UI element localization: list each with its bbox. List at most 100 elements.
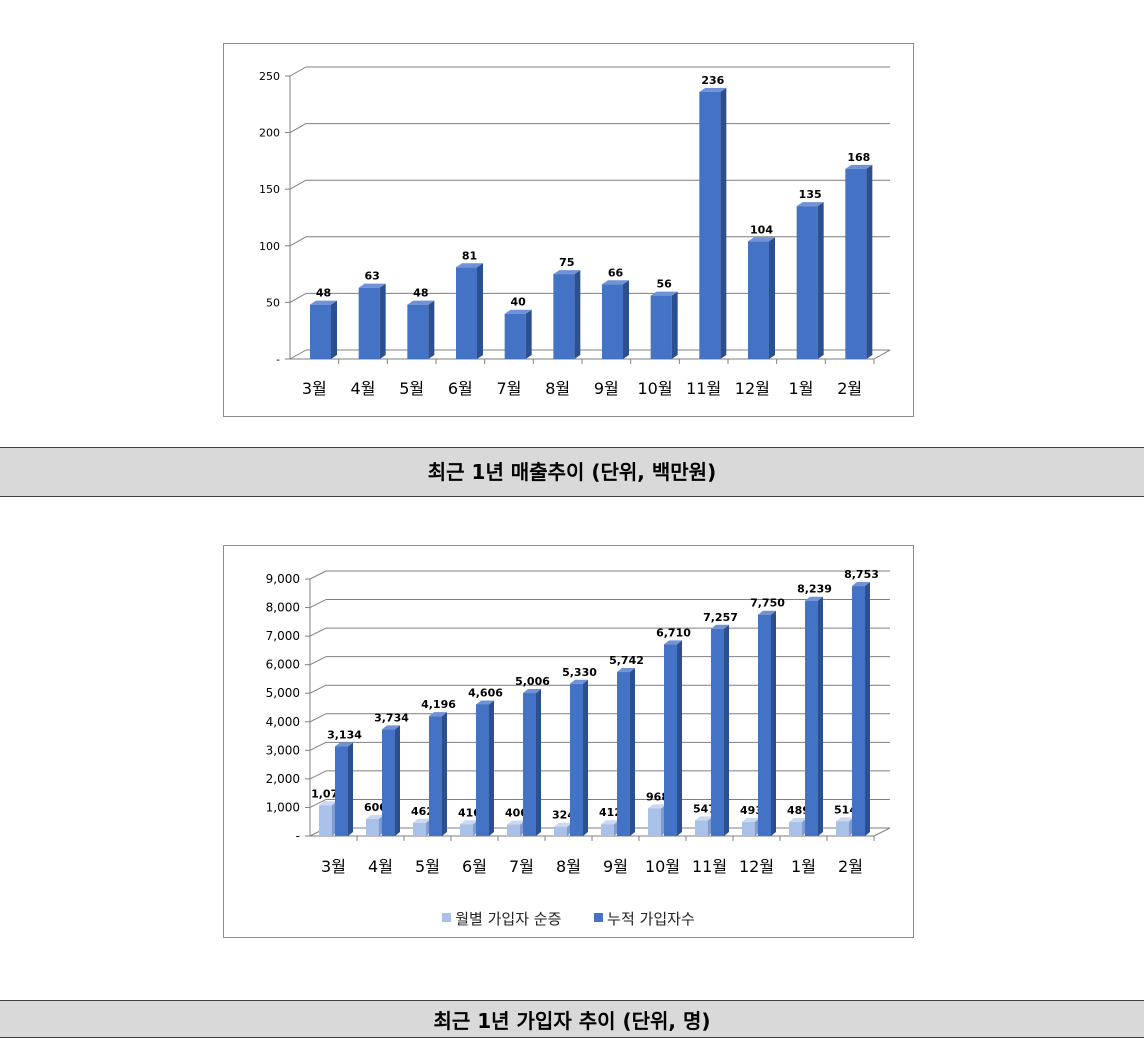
bar-top <box>335 742 353 747</box>
gridline-depth <box>289 349 307 360</box>
data-label: 462 <box>411 805 434 818</box>
bar-top <box>553 270 581 275</box>
x-tick-label: 5월 <box>415 857 440 876</box>
bar <box>742 821 755 836</box>
bar <box>650 295 672 359</box>
x-tick-label: 7월 <box>497 379 522 398</box>
bar-top <box>366 814 384 819</box>
x-tick-label: 12월 <box>735 379 770 398</box>
bar-top <box>407 300 435 305</box>
bar <box>523 693 536 836</box>
bar <box>601 824 614 836</box>
bar-side <box>630 668 635 836</box>
x-tick-label: 3월 <box>302 379 327 398</box>
bar <box>456 267 477 359</box>
bar <box>413 822 426 836</box>
y-tick-label: - <box>296 829 300 843</box>
subscriber-chart: - 1,000 2,000 3,000 4,000 5,000 6,000 7,000 8,00… <box>223 545 914 938</box>
gridline-depth <box>289 236 307 247</box>
bar-top <box>748 237 775 242</box>
data-label: 547 <box>693 802 716 815</box>
sales-chart-caption: 최근 1년 매출추이 (단위, 백만원) <box>0 447 1144 497</box>
bar-top <box>805 596 823 601</box>
bar-side <box>489 700 494 836</box>
data-label: 400 <box>505 807 528 820</box>
y-tick-label: 3,000 <box>266 743 300 757</box>
y-tick-label: 6,000 <box>266 658 300 672</box>
data-label: 63 <box>365 270 380 283</box>
bar-top <box>358 283 386 288</box>
data-label: 3,734 <box>374 711 409 724</box>
data-label: 493 <box>740 804 763 817</box>
bar <box>789 822 802 836</box>
x-tick-label: 8월 <box>545 379 570 398</box>
bar-side <box>536 689 541 836</box>
data-label: 324 <box>552 809 575 822</box>
gridline-depth <box>289 66 307 77</box>
bar-top <box>836 817 854 822</box>
data-label: 8,753 <box>844 568 879 581</box>
bar <box>429 716 442 836</box>
bar-top <box>695 816 713 821</box>
x-tick-label: 10월 <box>645 857 680 876</box>
y-tick-label: 150 <box>259 183 280 196</box>
data-label: 48 <box>413 287 428 300</box>
gridline-depth <box>289 123 307 134</box>
bar-top <box>617 668 635 673</box>
y-tick-label: 50 <box>266 296 280 309</box>
bar-side <box>771 610 776 836</box>
bar <box>382 729 395 836</box>
bar-side <box>428 300 435 359</box>
data-label: 4,196 <box>421 698 456 711</box>
data-label: 7,750 <box>750 597 785 610</box>
data-label: 3,134 <box>327 729 362 742</box>
legend-label-cumulative: 누적 가입자수 <box>607 910 695 928</box>
bar-top <box>504 309 532 314</box>
x-tick-label: 1월 <box>789 379 814 398</box>
bar <box>476 704 489 836</box>
bar <box>695 820 708 836</box>
bar <box>570 683 583 836</box>
bar <box>748 241 769 359</box>
bar <box>845 168 867 359</box>
legend-item-cumulative: 누적 가입자수 <box>594 908 695 929</box>
x-tick-label: 3월 <box>321 857 346 876</box>
gridline-depth <box>309 599 327 609</box>
bar <box>711 628 724 836</box>
data-label: 489 <box>787 804 810 817</box>
bar-top <box>699 87 727 92</box>
x-tick-label: 2월 <box>837 379 862 398</box>
data-label: 56 <box>657 278 673 291</box>
x-tick-label: 6월 <box>448 379 473 398</box>
bar <box>796 206 818 359</box>
y-tick-label: 8,000 <box>266 601 300 615</box>
bar <box>366 818 379 836</box>
data-label: 5,330 <box>562 666 597 679</box>
gridline-depth <box>289 179 307 190</box>
data-label: 66 <box>608 266 624 279</box>
bar-top <box>310 300 337 305</box>
gridline-depth <box>309 798 327 808</box>
bar-top <box>602 280 629 285</box>
data-label: 6,710 <box>656 626 691 639</box>
y-tick-label: 200 <box>259 127 280 140</box>
x-tick-label: 6월 <box>462 857 487 876</box>
data-label: 104 <box>750 223 773 236</box>
bar-side <box>623 280 629 359</box>
x-tick-label: 9월 <box>594 379 619 398</box>
bar <box>553 274 575 359</box>
subscriber-chart-svg: - 1,000 2,000 3,000 4,000 5,000 6,000 7,000 8,00… <box>266 568 891 876</box>
bar <box>699 91 721 360</box>
legend-swatch-monthly <box>442 913 452 922</box>
bar-top <box>664 640 682 645</box>
x-tick-label: 10월 <box>637 379 672 398</box>
sales-chart-svg: - 50 100 150 200 250 3월 48 4월 63 5월 48 6월 81 7월 40 8월 75 9… <box>259 66 891 398</box>
data-label: 40 <box>511 296 527 309</box>
data-label: 168 <box>847 151 870 164</box>
x-tick-label: 11월 <box>692 857 727 876</box>
data-label: 412 <box>599 806 622 819</box>
bar-top <box>650 291 678 296</box>
bar-top <box>413 818 431 823</box>
bar-side <box>817 202 824 359</box>
bar-top <box>601 820 619 825</box>
